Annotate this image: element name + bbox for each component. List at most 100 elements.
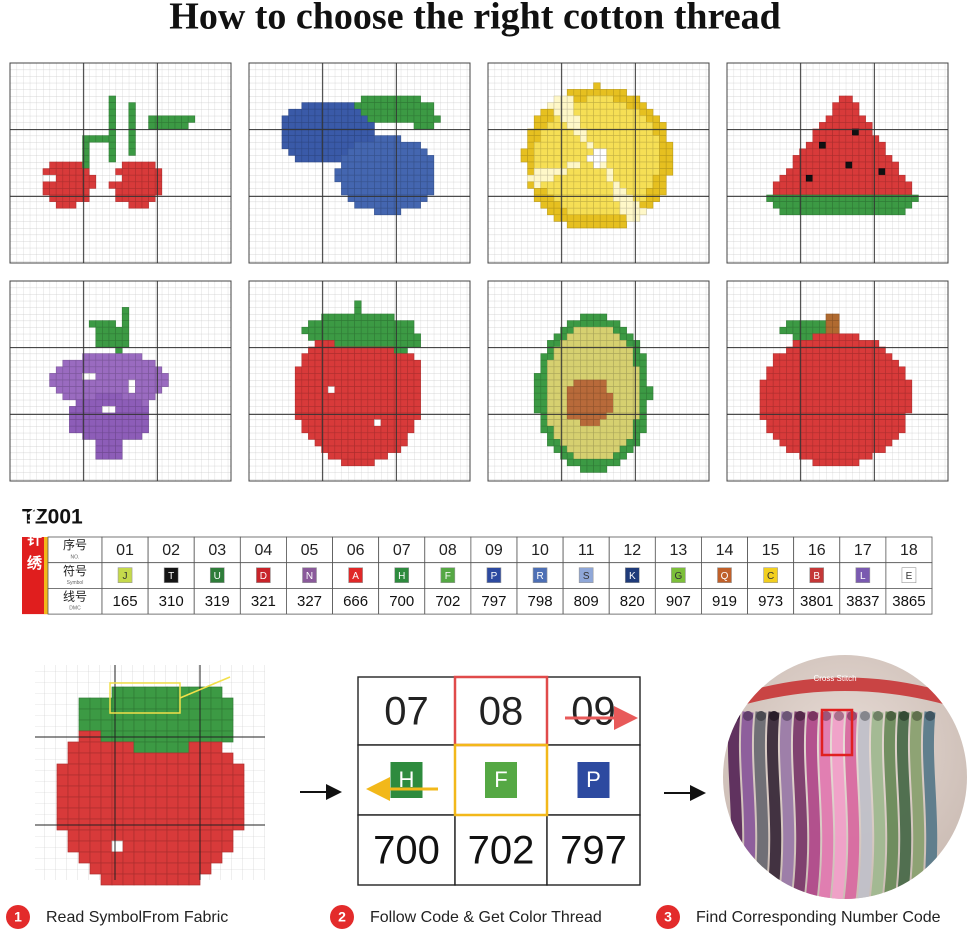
stitch: [144, 785, 157, 798]
stitch: [341, 161, 349, 169]
stitch: [825, 148, 833, 156]
stitch: [606, 386, 614, 394]
stitch: [420, 122, 428, 130]
stitch: [62, 392, 70, 401]
stitch: [387, 439, 395, 447]
stitch: [95, 399, 103, 407]
stitch: [632, 115, 641, 123]
stitch: [878, 366, 886, 374]
stitch: [393, 135, 402, 143]
stitch: [547, 148, 555, 156]
stitch: [845, 406, 853, 414]
stitch: [166, 829, 179, 842]
stitch: [838, 386, 847, 394]
stitch: [540, 148, 548, 156]
card: [723, 677, 967, 712]
stitch: [520, 155, 528, 163]
stitch: [805, 168, 814, 176]
stitch: [210, 708, 223, 721]
stitch: [646, 201, 654, 209]
stitch: [865, 366, 873, 374]
stitch: [858, 148, 866, 156]
stitch: [805, 445, 814, 453]
step-badge: [656, 905, 680, 929]
stitch: [380, 108, 388, 117]
stitch: [55, 188, 64, 196]
stitch: [586, 201, 594, 209]
stitch: [786, 399, 794, 407]
stitch: [845, 201, 853, 209]
stitch: [374, 445, 382, 453]
stitch: [626, 353, 634, 361]
stitch: [128, 353, 136, 361]
stitch: [898, 425, 906, 434]
stitch: [573, 141, 581, 150]
stitch: [832, 340, 840, 348]
stitch: [606, 135, 614, 143]
stitch: [547, 366, 555, 374]
stitch: [566, 326, 575, 335]
stitch: [62, 373, 70, 381]
stitch: [210, 807, 223, 820]
stitch: [144, 686, 157, 699]
stitch: [121, 313, 130, 321]
stitch: [95, 333, 103, 341]
stitch: [566, 89, 575, 97]
stitch: [580, 340, 588, 348]
stitch: [177, 807, 190, 820]
stitch: [599, 214, 608, 222]
stitch: [573, 115, 581, 123]
stitch: [135, 188, 143, 196]
stitch: [334, 122, 342, 130]
stitch: [67, 774, 80, 787]
stitch: [852, 373, 860, 381]
stitch: [540, 174, 548, 183]
stitch: [593, 333, 601, 341]
stitch: [374, 115, 382, 123]
stitch: [128, 366, 136, 374]
stitch: [580, 122, 588, 130]
stitch: [360, 406, 369, 414]
stitch: [108, 445, 116, 453]
stitch: [832, 320, 840, 328]
stitch: [334, 326, 342, 335]
stitch: [380, 439, 388, 447]
stitch: [599, 148, 608, 156]
stitch: [95, 379, 103, 387]
stitch: [341, 392, 349, 401]
stitch: [871, 399, 880, 407]
fruit-panel: [487, 62, 710, 264]
stitch: [871, 445, 880, 453]
thread-knot: [821, 711, 831, 721]
stitch: [566, 320, 575, 328]
stitch: [314, 115, 322, 123]
stitch: [871, 419, 880, 427]
stitch: [347, 340, 355, 348]
stitch: [327, 392, 336, 401]
table-cell: [424, 536, 472, 564]
stitch: [354, 359, 362, 368]
stitch: [626, 108, 634, 117]
stitch: [407, 406, 415, 414]
stitch: [885, 432, 893, 440]
stitch: [891, 379, 899, 387]
stitch: [380, 326, 388, 335]
stitch: [88, 386, 97, 394]
stitch: [334, 108, 342, 117]
stitch: [111, 697, 124, 710]
stitch: [133, 807, 146, 820]
stitch: [547, 141, 555, 150]
stitch: [606, 359, 614, 368]
stitch: [619, 452, 627, 460]
stitch: [852, 135, 860, 143]
stitch: [374, 148, 382, 156]
stitch: [102, 135, 110, 143]
stitch: [613, 135, 621, 143]
stitch: [360, 399, 369, 407]
stitch: [154, 188, 163, 196]
table-cell: [193, 536, 241, 564]
stitch: [885, 366, 893, 374]
stitch: [845, 122, 853, 130]
stitch: [360, 373, 369, 381]
stitch: [613, 122, 621, 130]
